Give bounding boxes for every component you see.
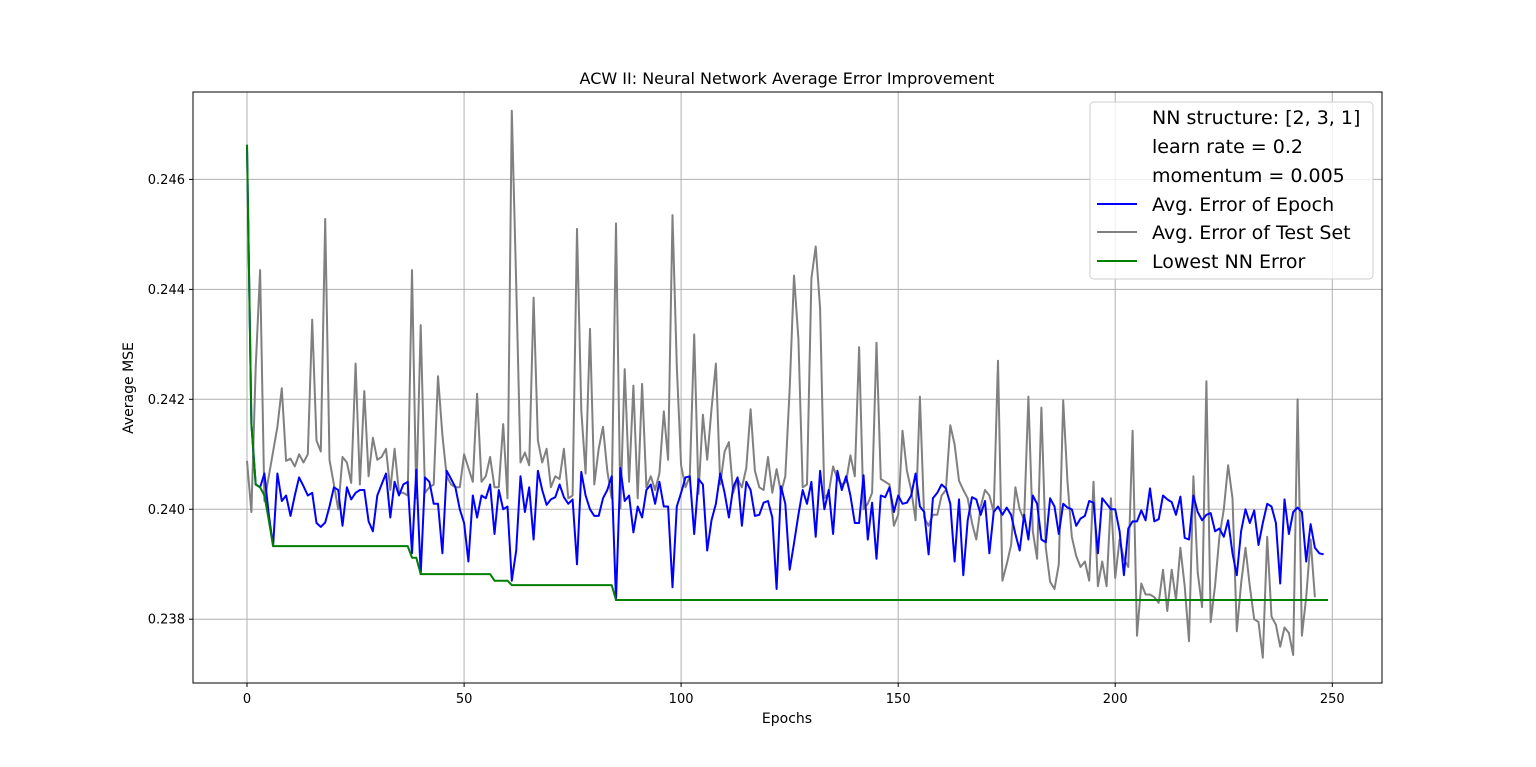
x-tick-label: 200 <box>1103 692 1128 707</box>
chart-title: ACW II: Neural Network Average Error Imp… <box>580 69 995 88</box>
legend-text-learn-rate: learn rate = 0.2 <box>1152 136 1303 158</box>
x-tick-label: 250 <box>1320 692 1345 707</box>
y-tick-label: 0.244 <box>148 283 185 298</box>
x-tick-label: 100 <box>669 692 694 707</box>
lowest-error-line <box>246 144 1328 601</box>
axis-ticks: 0 50 100 150 200 250 0.238 0.240 0.242 0.244 0.246 <box>148 173 1345 707</box>
legend-text-nn-structure: NN structure: [2, 3, 1] <box>1152 107 1360 129</box>
x-tick-label: 50 <box>456 692 473 707</box>
x-axis-label: Epochs <box>762 711 812 727</box>
y-tick-label: 0.242 <box>148 393 185 408</box>
y-axis-label: Average MSE <box>121 342 137 434</box>
y-tick-label: 0.238 <box>148 613 185 628</box>
legend-box <box>1089 101 1374 280</box>
epoch-error-line <box>246 144 1324 601</box>
legend-label-lowest: Lowest NN Error <box>1152 251 1305 273</box>
series-layer <box>246 109 1328 659</box>
x-tick-label: 0 <box>243 692 251 707</box>
y-tick-label: 0.246 <box>148 173 185 188</box>
plot-frame <box>192 91 1383 684</box>
legend-label-test-set: Avg. Error of Test Set <box>1152 222 1351 244</box>
legend-label-epoch: Avg. Error of Epoch <box>1152 194 1334 216</box>
y-tick-label: 0.240 <box>148 503 185 518</box>
legend-text-momentum: momentum = 0.005 <box>1152 165 1345 187</box>
x-tick-label: 150 <box>886 692 911 707</box>
legend: NN structure: [2, 3, 1] learn rate = 0.2… <box>1089 101 1374 280</box>
